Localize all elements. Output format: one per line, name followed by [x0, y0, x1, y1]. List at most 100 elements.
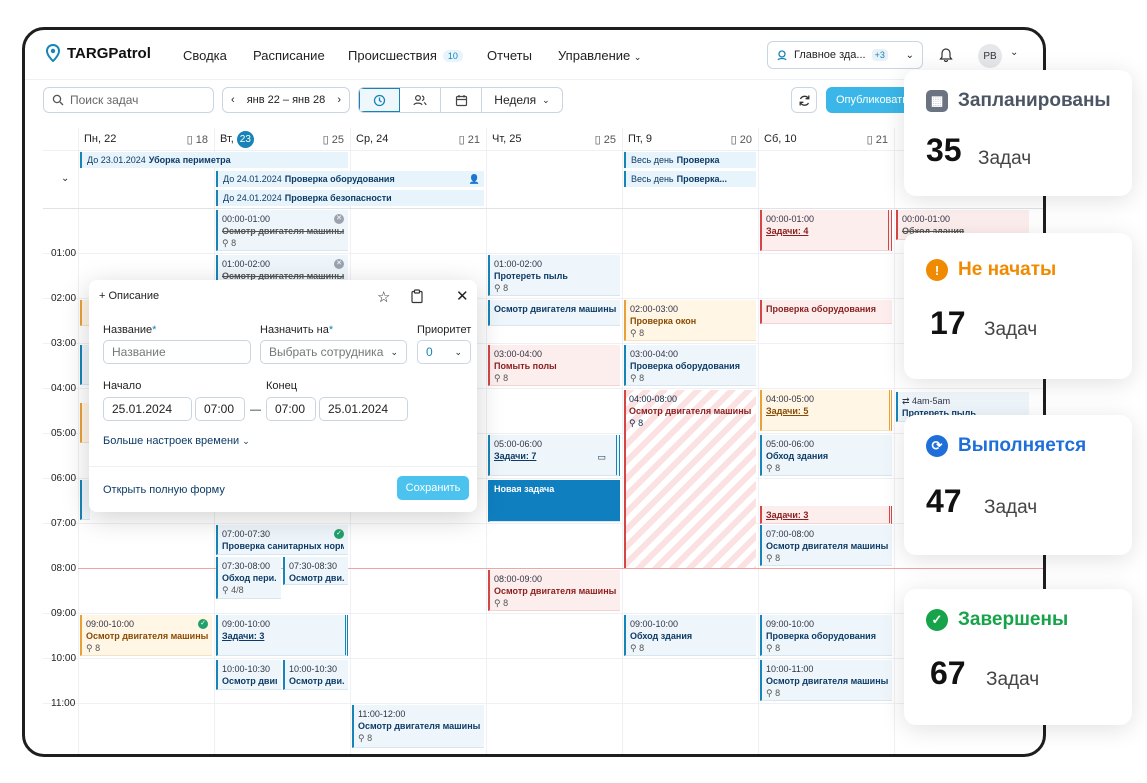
event-card[interactable]: Задачи: 3 — [760, 506, 892, 524]
event-card[interactable] — [80, 480, 90, 520]
chevron-down-icon[interactable]: ⌄ — [1010, 47, 1019, 58]
chevron-left-icon[interactable]: ‹ — [231, 94, 235, 106]
grid-line — [486, 128, 487, 754]
event-card[interactable] — [80, 345, 90, 385]
event-card[interactable]: 11:00-12:00 Осмотр двигателя машины ⚲ 8 — [352, 705, 484, 748]
event-card[interactable]: 03:00-04:00 Проверка оборудования ⚲ 8 — [624, 345, 756, 386]
stat-card-header: ✓ Завершены — [926, 609, 1068, 631]
day-header[interactable]: Чт, 25 ▯ 25 — [486, 128, 622, 150]
more-time-settings-link[interactable]: Больше настроек времени ⌄ — [103, 435, 250, 447]
open-full-form-link[interactable]: Открыть полную форму — [103, 484, 225, 496]
event-card-new[interactable]: Новая задача — [488, 480, 620, 522]
save-button[interactable]: Сохранить — [397, 476, 469, 500]
calendar-view-button[interactable] — [441, 88, 482, 112]
clock-view-button[interactable] — [359, 88, 400, 112]
nav-dashboard[interactable]: Сводка — [183, 48, 227, 63]
event-card[interactable]: 09:00-10:00 Задачи: 3 — [216, 615, 348, 656]
allday-event[interactable]: До 24.01.2024 Проверка безопасности — [216, 190, 484, 206]
hour-label: 09:00 — [51, 608, 77, 619]
assignee-select[interactable]: Выбрать сотрудника ⌄ — [260, 340, 407, 364]
day-label: Сб, 10 — [764, 133, 797, 145]
task-name-input[interactable]: Название — [103, 340, 251, 364]
add-description-button[interactable]: + Описание — [99, 290, 160, 302]
event-card[interactable]: 09:00-10:00 Обход здания ⚲ 8 — [624, 615, 756, 656]
event-card[interactable]: 07:30-08:30 Осмотр дви... — [283, 557, 348, 585]
close-icon[interactable]: ✕ — [456, 288, 469, 305]
stat-label: Запланированы — [958, 90, 1111, 111]
people-view-button[interactable] — [400, 88, 441, 112]
event-card[interactable]: Проверка оборудования — [760, 300, 892, 324]
day-header[interactable]: Вт, 23 ▯ 25 — [214, 128, 350, 150]
day-header[interactable]: Пт, 9 ▯ 20 — [622, 128, 758, 150]
nav-incidents[interactable]: Происшествия 10 — [348, 48, 463, 63]
event-card[interactable]: 05:00-06:00 Обход здания ⚲ 8 — [760, 435, 892, 476]
event-card[interactable] — [80, 300, 90, 326]
event-card[interactable]: 07:00-07:30 Проверка санитарных норм ✓ — [216, 525, 348, 555]
event-name: Задачи: 3 — [766, 510, 809, 520]
start-time-input[interactable]: 07:00 — [195, 397, 245, 421]
event-card[interactable]: Осмотр двигателя машины — [488, 300, 620, 326]
event-card[interactable]: 05:00-06:00 Задачи: 7 ▭ — [488, 435, 620, 476]
end-date-input[interactable]: 25.01.2024 — [319, 397, 408, 421]
site-selector[interactable]: Главное зда... +3 ⌄ — [767, 41, 923, 69]
stat-number: 17 — [930, 305, 966, 341]
search-input[interactable]: Поиск задач — [43, 87, 214, 113]
start-date-input[interactable]: 25.01.2024 — [103, 397, 192, 421]
hour-label: 01:00 — [51, 248, 77, 259]
grid-line — [758, 128, 759, 754]
event-card[interactable]: 09:00-10:00 Осмотр двигателя машины ⚲ 8 ✓ — [80, 615, 212, 656]
nav-reports[interactable]: Отчеты — [487, 48, 532, 63]
week-select[interactable]: Неделя ⌄ — [482, 88, 562, 112]
bell-icon[interactable] — [939, 47, 953, 62]
event-meta: ⚲ 8 — [494, 283, 509, 293]
event-card[interactable]: 00:00-01:00 Задачи: 4 — [760, 210, 892, 251]
day-header[interactable]: Сб, 10 ▯ 21 — [758, 128, 894, 150]
nav-management[interactable]: Управление ⌄ — [558, 48, 641, 63]
allday-event[interactable]: До 23.01.2024 Уборка периметра — [80, 152, 348, 168]
day-count-value: 25 — [331, 133, 344, 146]
clock-icon — [373, 94, 386, 106]
date-range-picker[interactable]: ‹ янв 22 – янв 28 › — [222, 87, 350, 113]
event-card[interactable]: 08:00-09:00 Осмотр двигателя машины ⚲ 8 — [488, 570, 620, 611]
chevron-right-icon[interactable]: › — [337, 94, 341, 106]
stat-card-in-progress[interactable]: ⟳ Выполняется 47 Задач — [904, 415, 1132, 555]
event-card[interactable]: 10:00-10:30 Осмотр двиг... — [216, 660, 281, 690]
collapse-allday-chevron-icon[interactable]: ⌄ — [61, 173, 70, 184]
day-count-value: 18 — [195, 133, 208, 146]
assign-label-text: Назначить на — [260, 324, 329, 336]
event-card[interactable]: 07:00-08:00 Осмотр двигателя машины ⚲ 8 — [760, 525, 892, 566]
clipboard-icon[interactable] — [410, 289, 424, 304]
star-icon[interactable]: ☆ — [377, 289, 391, 306]
event-card[interactable]: 09:00-10:00 Проверка оборудования ⚲ 8 — [760, 615, 892, 656]
event-meta-value: 8 — [503, 373, 509, 383]
day-header[interactable]: Ср, 24 ▯ 21 — [350, 128, 486, 150]
nav-schedule[interactable]: Расписание — [253, 48, 325, 63]
refresh-button[interactable] — [791, 87, 817, 113]
event-card[interactable]: 02:00-03:00 Проверка окон ⚲ 8 — [624, 300, 756, 341]
allday-event[interactable]: Весь день Проверка — [624, 152, 756, 168]
event-card[interactable] — [80, 403, 90, 443]
stat-card-not-started[interactable]: ! Не начаты 17 Задач — [904, 233, 1132, 379]
allday-date: Весь день — [631, 155, 674, 165]
event-card-striped[interactable] — [624, 390, 756, 568]
priority-select[interactable]: 0 ⌄ — [417, 340, 471, 364]
grid-line — [43, 613, 1043, 614]
event-card[interactable]: 10:00-10:30 Осмотр дви... — [283, 660, 348, 690]
event-meta-value: 8 — [639, 643, 645, 653]
event-card[interactable]: 03:00-04:00 Помыть полы ⚲ 8 — [488, 345, 620, 386]
event-card[interactable]: 10:00-11:00 Осмотр двигателя машины ⚲ 8 — [760, 660, 892, 701]
event-card[interactable]: 07:30-08:00 Обход пери... ⚲ 4/8 — [216, 557, 281, 599]
stat-card-planned[interactable]: ▦ Запланированы 35 Задач — [904, 70, 1132, 196]
event-meta: ⚲ 8 — [630, 643, 645, 653]
end-time-input[interactable]: 07:00 — [266, 397, 316, 421]
event-card[interactable]: 04:00-05:00 Задачи: 5 — [760, 390, 892, 431]
user-avatar[interactable]: РВ — [978, 44, 1002, 68]
allday-event[interactable]: Весь день Проверка... — [624, 171, 756, 187]
logo[interactable]: TARGPatrol — [45, 44, 151, 62]
event-card[interactable]: 00:00-01:00 Осмотр двигателя машины ⚲ 8 ✕ — [216, 210, 348, 251]
publish-button[interactable]: Опубликовать — [826, 87, 916, 113]
day-header[interactable]: Пн, 22 ▯ 18 — [78, 128, 214, 150]
stat-card-completed[interactable]: ✓ Завершены 67 Задач — [904, 589, 1132, 725]
allday-event[interactable]: До 24.01.2024 Проверка оборудования 👤 — [216, 171, 484, 187]
event-card[interactable]: 01:00-02:00 Протереть пыль ⚲ 8 — [488, 255, 620, 296]
